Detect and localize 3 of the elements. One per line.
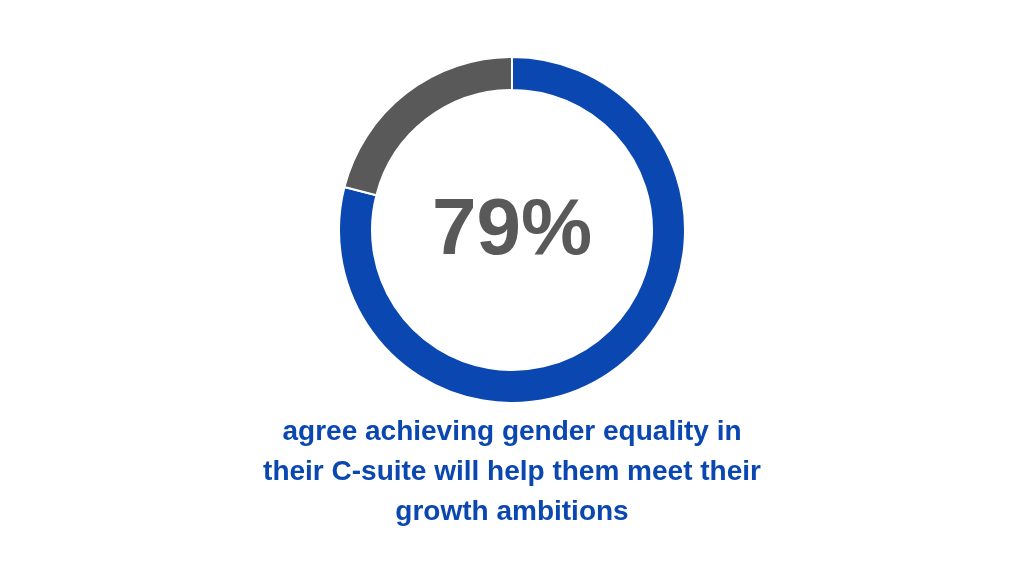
- donut-slice: [338, 56, 686, 404]
- data-label: 79%: [431, 182, 593, 271]
- text: agree achieving gender equality in their C-suite will help them meet their growth ambitions: [263, 415, 762, 526]
